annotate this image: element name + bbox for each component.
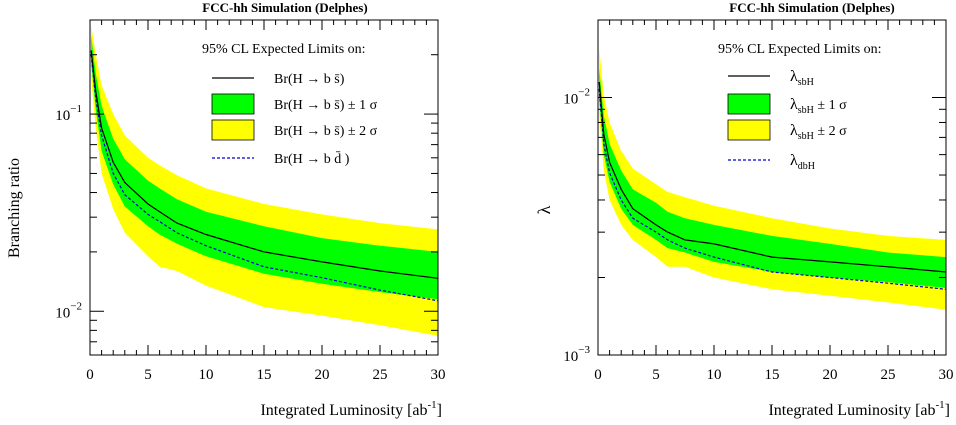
right-x-tick-label: 30 bbox=[939, 367, 954, 383]
left-legend-swatch bbox=[211, 119, 255, 141]
right-legend-swatch bbox=[727, 119, 771, 141]
left-x-tick-label: 20 bbox=[315, 367, 330, 383]
left-legend: 95% CL Expected Limits on: Br(H → b s̄) B… bbox=[202, 42, 378, 167]
left-x-axis-label: Integrated Luminosity [ab-1] bbox=[260, 399, 442, 419]
right-band-1sigma bbox=[599, 68, 946, 288]
left-x-tick-label: 25 bbox=[373, 367, 388, 383]
left-legend-label: Br(H → b s̄) bbox=[274, 72, 345, 87]
right-x-tick-label: 20 bbox=[823, 367, 838, 383]
right-x-axis-label: Integrated Luminosity [ab-1] bbox=[768, 399, 950, 419]
left-y-tick-label: 10−2 bbox=[55, 300, 82, 321]
left-x-tick-label: 30 bbox=[431, 367, 446, 383]
right-panel: FCC-hh Simulation (Delphes) 0 5 10 15 20 25 30… bbox=[534, 0, 954, 419]
right-x-tick-label: 10 bbox=[707, 367, 722, 383]
right-plot-area: 0 5 10 15 20 25 30 10−3 10−2 bbox=[563, 19, 954, 383]
left-legend-swatch bbox=[211, 93, 255, 115]
left-y-tick-label: 10−1 bbox=[55, 103, 82, 124]
left-legend-header: 95% CL Expected Limits on: bbox=[202, 42, 366, 57]
right-x-tick-label: 5 bbox=[652, 367, 660, 383]
right-dashed-line bbox=[598, 88, 947, 290]
left-dashed-line bbox=[90, 54, 439, 302]
left-panel: FCC-hh Simulation (Delphes) 0 5 10 15 20 25 30… bbox=[6, 0, 446, 419]
left-x-tick-label: 0 bbox=[86, 367, 94, 383]
left-plot-area: 0 5 10 15 20 25 30 10−2 10−1 bbox=[55, 19, 446, 383]
right-legend-label: λsbH ± 2 σ bbox=[790, 122, 847, 142]
left-x-tick-label: 10 bbox=[199, 367, 214, 383]
right-median-line bbox=[598, 81, 947, 273]
right-legend-label: λsbH bbox=[790, 68, 814, 88]
right-title: FCC-hh Simulation (Delphes) bbox=[729, 0, 894, 15]
right-legend-header: 95% CL Expected Limits on: bbox=[718, 42, 882, 57]
right-legend-label: λsbH ± 1 σ bbox=[790, 96, 847, 116]
right-x-tick-label: 15 bbox=[765, 367, 780, 383]
left-x-tick-label: 15 bbox=[257, 367, 272, 383]
right-legend-swatch bbox=[727, 93, 771, 115]
left-legend-label: Br(H → b s̄) ± 2 σ bbox=[274, 124, 378, 139]
right-legend-label: λdbH bbox=[790, 152, 815, 172]
right-y-tick-label: 10−2 bbox=[563, 87, 590, 108]
left-legend-label: Br(H → b d̄ ) bbox=[274, 151, 350, 167]
left-median-line bbox=[90, 50, 439, 279]
right-x-tick-label: 25 bbox=[881, 367, 896, 383]
right-legend: 95% CL Expected Limits on: λsbH λsbH ± 1 … bbox=[718, 42, 882, 172]
left-legend-label: Br(H → b s̄) ± 1 σ bbox=[274, 98, 378, 113]
right-y-axis-label: λ bbox=[534, 205, 554, 214]
left-x-tick-label: 5 bbox=[144, 367, 152, 383]
right-x-tick-label: 0 bbox=[594, 367, 602, 383]
right-y-tick-label: 10−3 bbox=[563, 344, 590, 365]
left-title: FCC-hh Simulation (Delphes) bbox=[202, 0, 367, 15]
left-y-axis-label: Branching ratio bbox=[6, 158, 23, 258]
